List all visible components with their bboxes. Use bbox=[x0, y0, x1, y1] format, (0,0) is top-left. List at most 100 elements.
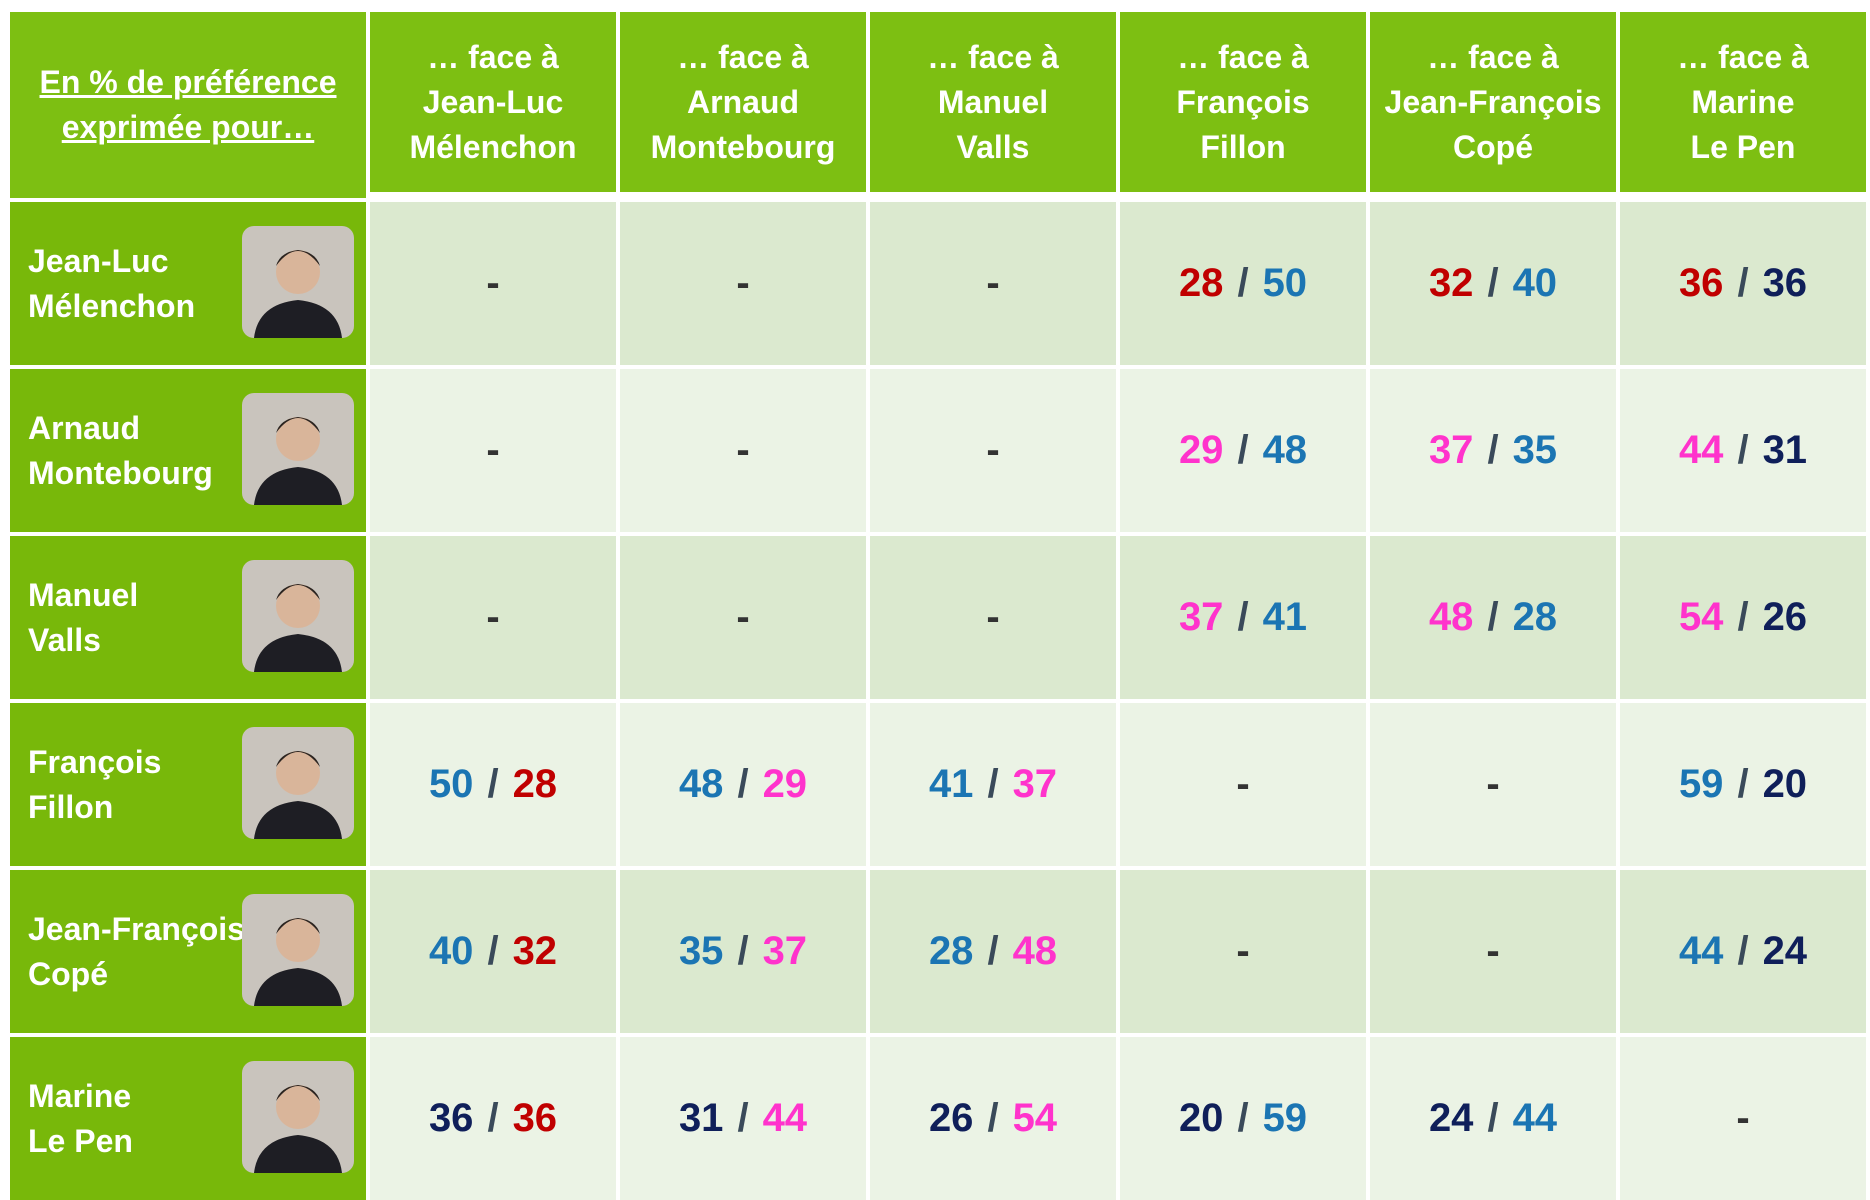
score: 26 bbox=[1762, 595, 1808, 639]
empty-cell: - bbox=[1486, 929, 1500, 973]
score: 37 bbox=[1428, 428, 1474, 472]
cell: - bbox=[620, 369, 866, 532]
score: 48 bbox=[1012, 929, 1058, 973]
cell: 37 / 41 bbox=[1120, 536, 1366, 699]
score: 28 bbox=[928, 929, 974, 973]
column-header: … face à Marine Le Pen bbox=[1620, 12, 1866, 192]
score: 24 bbox=[1428, 1096, 1474, 1140]
score: 44 bbox=[762, 1096, 808, 1140]
separator: / bbox=[487, 1096, 499, 1140]
score: 29 bbox=[762, 762, 808, 806]
separator: / bbox=[1487, 261, 1499, 305]
empty-cell: - bbox=[736, 428, 750, 472]
separator: / bbox=[1737, 428, 1749, 472]
score: 20 bbox=[1762, 762, 1808, 806]
score: 28 bbox=[512, 762, 558, 806]
header-line: Copé bbox=[1453, 128, 1533, 165]
separator: / bbox=[987, 1096, 999, 1140]
cell: - bbox=[1620, 1037, 1866, 1200]
score: 36 bbox=[1678, 261, 1724, 305]
separator: / bbox=[1237, 1096, 1249, 1140]
row-header: Manuel Valls bbox=[10, 536, 366, 699]
score: 37 bbox=[762, 929, 808, 973]
column-header: … face à Arnaud Montebourg bbox=[620, 12, 866, 192]
header-line: Fillon bbox=[1200, 128, 1286, 165]
score: 44 bbox=[1678, 428, 1724, 472]
score: 35 bbox=[1512, 428, 1558, 472]
cell: - bbox=[1370, 703, 1616, 866]
column-header: … face à Jean-Luc Mélenchon bbox=[370, 12, 616, 192]
cell: - bbox=[1120, 870, 1366, 1033]
cell: 26 / 54 bbox=[870, 1037, 1116, 1200]
cell: 28 / 48 bbox=[870, 870, 1116, 1033]
score: 26 bbox=[928, 1096, 974, 1140]
separator: / bbox=[1737, 261, 1749, 305]
score: 48 bbox=[1428, 595, 1474, 639]
empty-cell: - bbox=[486, 595, 500, 639]
header-line: Valls bbox=[956, 128, 1030, 165]
score: 50 bbox=[428, 762, 474, 806]
cell: - bbox=[370, 536, 616, 699]
portrait bbox=[242, 393, 354, 505]
separator: / bbox=[487, 762, 499, 806]
portrait bbox=[242, 727, 354, 839]
separator: / bbox=[1237, 595, 1249, 639]
column-header: … face à Jean-François Copé bbox=[1370, 12, 1616, 192]
score: 32 bbox=[512, 929, 558, 973]
score: 44 bbox=[1512, 1096, 1558, 1140]
separator: / bbox=[1737, 595, 1749, 639]
empty-cell: - bbox=[736, 595, 750, 639]
separator: / bbox=[1737, 929, 1749, 973]
name-line: Mélenchon bbox=[28, 287, 196, 324]
cell: - bbox=[1120, 703, 1366, 866]
empty-cell: - bbox=[986, 428, 1000, 472]
empty-cell: - bbox=[1736, 1096, 1750, 1140]
name-line: Arnaud bbox=[28, 409, 140, 446]
row-header: Jean-François Copé bbox=[10, 870, 366, 1033]
header-line: … face à bbox=[427, 38, 559, 75]
corner-header: En % de préférence exprimée pour… bbox=[10, 12, 366, 198]
score: 24 bbox=[1762, 929, 1808, 973]
header-line: Le Pen bbox=[1690, 128, 1796, 165]
cell: - bbox=[370, 202, 616, 365]
score: 20 bbox=[1178, 1096, 1224, 1140]
portrait bbox=[242, 894, 354, 1006]
column-header: … face à Manuel Valls bbox=[870, 12, 1116, 192]
separator: / bbox=[737, 929, 749, 973]
portrait bbox=[242, 226, 354, 338]
cell: 54 / 26 bbox=[1620, 536, 1866, 699]
cell: - bbox=[370, 369, 616, 532]
score: 31 bbox=[678, 1096, 724, 1140]
separator: / bbox=[1487, 595, 1499, 639]
header-line: Marine bbox=[1691, 83, 1795, 120]
cell: 32 / 40 bbox=[1370, 202, 1616, 365]
cell: 24 / 44 bbox=[1370, 1037, 1616, 1200]
empty-cell: - bbox=[1236, 929, 1250, 973]
cell: - bbox=[870, 202, 1116, 365]
row-header: François Fillon bbox=[10, 703, 366, 866]
cell: - bbox=[870, 369, 1116, 532]
header-line: exprimée pour… bbox=[61, 109, 315, 145]
score: 36 bbox=[1762, 261, 1808, 305]
separator: / bbox=[987, 929, 999, 973]
header-line: … face à bbox=[1427, 38, 1559, 75]
score: 59 bbox=[1678, 762, 1724, 806]
score: 29 bbox=[1178, 428, 1224, 472]
score: 50 bbox=[1262, 261, 1308, 305]
separator: / bbox=[1737, 762, 1749, 806]
empty-cell: - bbox=[736, 261, 750, 305]
cell: 37 / 35 bbox=[1370, 369, 1616, 532]
cell: 35 / 37 bbox=[620, 870, 866, 1033]
score: 41 bbox=[1262, 595, 1308, 639]
name-line: Le Pen bbox=[28, 1122, 133, 1159]
header-line: … face à bbox=[1677, 38, 1809, 75]
name-line: Valls bbox=[28, 621, 101, 658]
separator: / bbox=[987, 762, 999, 806]
empty-cell: - bbox=[1236, 762, 1250, 806]
score: 28 bbox=[1512, 595, 1558, 639]
name-line: Copé bbox=[28, 955, 108, 992]
cell: 36 / 36 bbox=[370, 1037, 616, 1200]
cell: 20 / 59 bbox=[1120, 1037, 1366, 1200]
header-line: En % de préférence bbox=[39, 64, 337, 100]
